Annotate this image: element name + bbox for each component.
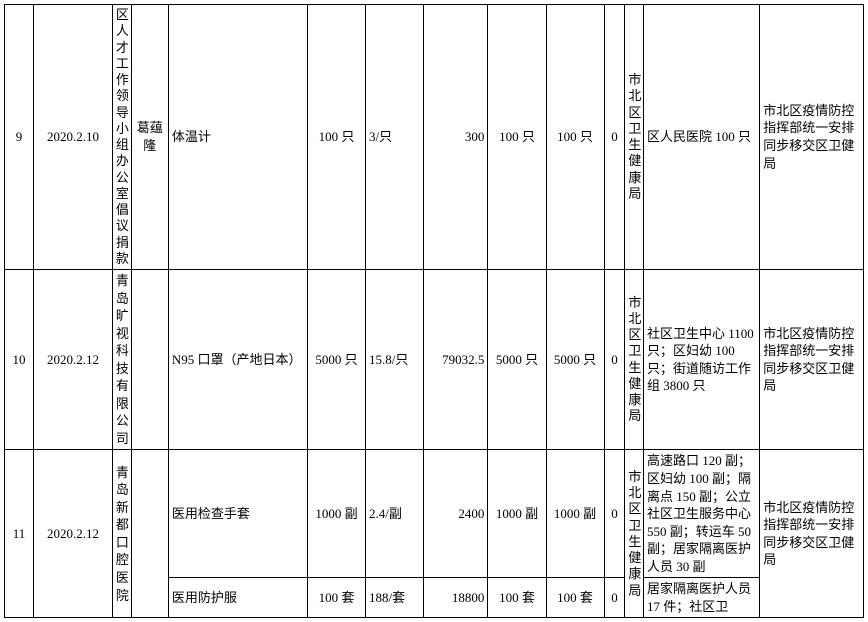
cell-donor: 青岛旷视科技有限公司 [112,270,131,450]
table-row: 11 2020.2.12 青岛新都口腔医院 医用检查手套 1000 副 2.4/… [5,450,864,578]
cell-qty: 5000 只 [307,270,365,450]
cell-price: 2.4/副 [366,450,424,578]
donations-table: 9 2020.2.10 区人才工作领导小组办公室倡议捐款 葛蕴隆 体温计 100… [4,4,864,618]
cell-out: 100 只 [546,5,604,270]
cell-item: 医用检查手套 [168,450,307,578]
cell-stock: 0 [604,578,625,618]
table-row: 9 2020.2.10 区人才工作领导小组办公室倡议捐款 葛蕴隆 体温计 100… [5,5,864,270]
cell-receiver: 市北区卫生健康局 [625,450,644,618]
cell-contact [131,270,168,450]
cell-stock: 0 [604,450,625,578]
cell-index: 10 [5,270,34,450]
cell-qty: 100 只 [307,5,365,270]
cell-in: 100 套 [488,578,546,618]
cell-dist: 居家隔离医护人员 17 件；社区卫 [644,578,760,618]
cell-in: 100 只 [488,5,546,270]
cell-out: 5000 只 [546,270,604,450]
cell-dist: 社区卫生中心 1100 只；区妇幼 100 只；街道随访工作组 3800 只 [644,270,760,450]
cell-stock: 0 [604,5,625,270]
cell-dist: 高速路口 120 副；区妇幼 100 副；隔离点 150 副；公立社区卫生服务中… [644,450,760,578]
cell-receiver: 市北区卫生健康局 [625,270,644,450]
cell-remark: 市北区疫情防控指挥部统一安排同步移交区卫健局 [760,5,864,270]
cell-donor: 区人才工作领导小组办公室倡议捐款 [112,5,131,270]
cell-item: N95 口罩（产地日本） [168,270,307,450]
cell-price: 15.8/只 [366,270,424,450]
cell-dist: 区人民医院 100 只 [644,5,760,270]
cell-item: 医用防护服 [168,578,307,618]
cell-price: 3/只 [366,5,424,270]
cell-qty: 1000 副 [307,450,365,578]
cell-item: 体温计 [168,5,307,270]
cell-in: 1000 副 [488,450,546,578]
cell-amount: 79032.5 [424,270,488,450]
cell-date: 2020.2.12 [34,450,113,618]
cell-contact [131,450,168,618]
cell-index: 11 [5,450,34,618]
table-row: 10 2020.2.12 青岛旷视科技有限公司 N95 口罩（产地日本） 500… [5,270,864,450]
cell-amount: 300 [424,5,488,270]
cell-qty: 100 套 [307,578,365,618]
cell-date: 2020.2.12 [34,270,113,450]
cell-out: 100 套 [546,578,604,618]
cell-amount: 2400 [424,450,488,578]
cell-out: 1000 副 [546,450,604,578]
cell-contact: 葛蕴隆 [131,5,168,270]
cell-index: 9 [5,5,34,270]
cell-remark: 市北区疫情防控指挥部统一安排同步移交区卫健局 [760,450,864,618]
cell-date: 2020.2.10 [34,5,113,270]
cell-donor: 青岛新都口腔医院 [112,450,131,618]
cell-in: 5000 只 [488,270,546,450]
cell-price: 188/套 [366,578,424,618]
cell-stock: 0 [604,270,625,450]
cell-remark: 市北区疫情防控指挥部统一安排同步移交区卫健局 [760,270,864,450]
cell-receiver: 市北区卫生健康局 [625,5,644,270]
cell-amount: 18800 [424,578,488,618]
